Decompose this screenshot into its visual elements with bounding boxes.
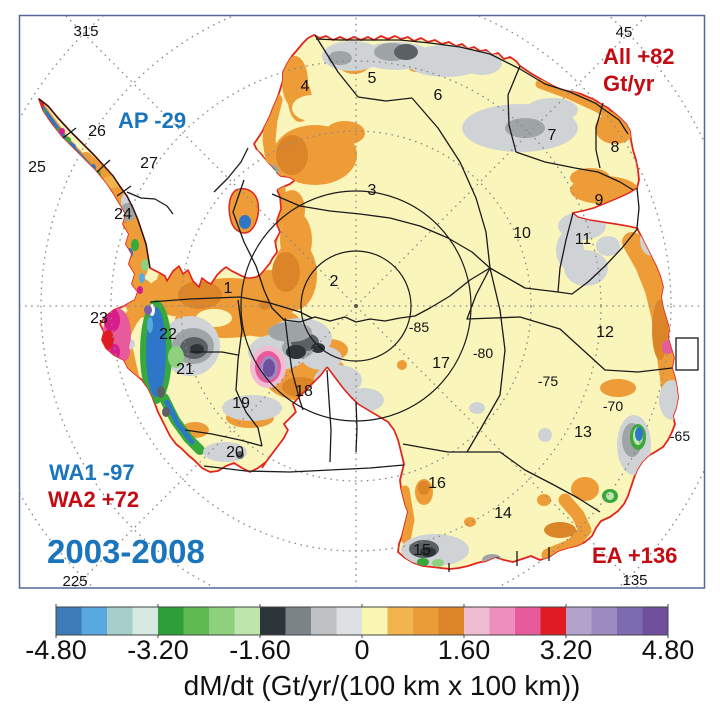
svg-text:17: 17 — [432, 355, 450, 372]
svg-text:2: 2 — [330, 273, 339, 290]
svg-text:20: 20 — [226, 444, 244, 461]
svg-text:-1.60: -1.60 — [229, 635, 291, 665]
svg-text:10: 10 — [513, 225, 531, 242]
svg-text:-4.80: -4.80 — [25, 635, 87, 665]
svg-text:EA +136: EA +136 — [592, 543, 677, 568]
svg-text:19: 19 — [232, 395, 250, 412]
svg-text:21: 21 — [176, 361, 194, 378]
svg-text:-80: -80 — [473, 345, 493, 361]
svg-text:18: 18 — [295, 383, 313, 400]
svg-text:-85: -85 — [409, 319, 429, 335]
svg-text:8: 8 — [611, 139, 620, 156]
svg-text:16: 16 — [428, 475, 446, 492]
svg-text:15: 15 — [413, 542, 431, 559]
svg-text:135: 135 — [622, 572, 647, 589]
svg-text:225: 225 — [62, 573, 87, 590]
svg-text:-3.20: -3.20 — [127, 635, 189, 665]
svg-text:1: 1 — [224, 280, 233, 297]
svg-text:23: 23 — [90, 310, 108, 327]
svg-text:dM/dt (Gt/yr/(100 km x 100 km): dM/dt (Gt/yr/(100 km x 100 km)) — [184, 670, 581, 701]
svg-text:4.80: 4.80 — [642, 635, 695, 665]
svg-text:14: 14 — [494, 505, 512, 522]
svg-text:Gt/yr: Gt/yr — [603, 71, 655, 96]
svg-text:26: 26 — [88, 123, 106, 140]
svg-text:315: 315 — [73, 23, 98, 40]
svg-text:11: 11 — [575, 231, 592, 248]
svg-text:-75: -75 — [538, 373, 558, 389]
svg-text:-65: -65 — [670, 428, 690, 444]
svg-text:1.60: 1.60 — [438, 635, 491, 665]
svg-text:24: 24 — [114, 206, 132, 223]
svg-text:12: 12 — [596, 324, 614, 341]
svg-text:0: 0 — [354, 635, 369, 665]
svg-text:25: 25 — [28, 159, 46, 176]
svg-text:3: 3 — [368, 182, 377, 199]
svg-text:13: 13 — [574, 424, 592, 441]
svg-text:AP -29: AP -29 — [118, 108, 186, 133]
svg-text:All +82: All +82 — [603, 44, 675, 69]
svg-text:27: 27 — [140, 155, 158, 172]
svg-text:6: 6 — [434, 87, 443, 104]
svg-text:2003-2008: 2003-2008 — [47, 533, 205, 570]
svg-text:4: 4 — [301, 78, 310, 95]
svg-text:5: 5 — [368, 70, 377, 87]
svg-text:45: 45 — [616, 24, 633, 41]
svg-text:22: 22 — [159, 326, 177, 343]
svg-text:WA1 -97: WA1 -97 — [49, 460, 135, 485]
svg-text:9: 9 — [595, 192, 604, 209]
svg-text:-70: -70 — [603, 398, 623, 414]
svg-text:7: 7 — [548, 127, 557, 144]
svg-text:3.20: 3.20 — [540, 635, 593, 665]
svg-text:WA2 +72: WA2 +72 — [48, 487, 139, 512]
